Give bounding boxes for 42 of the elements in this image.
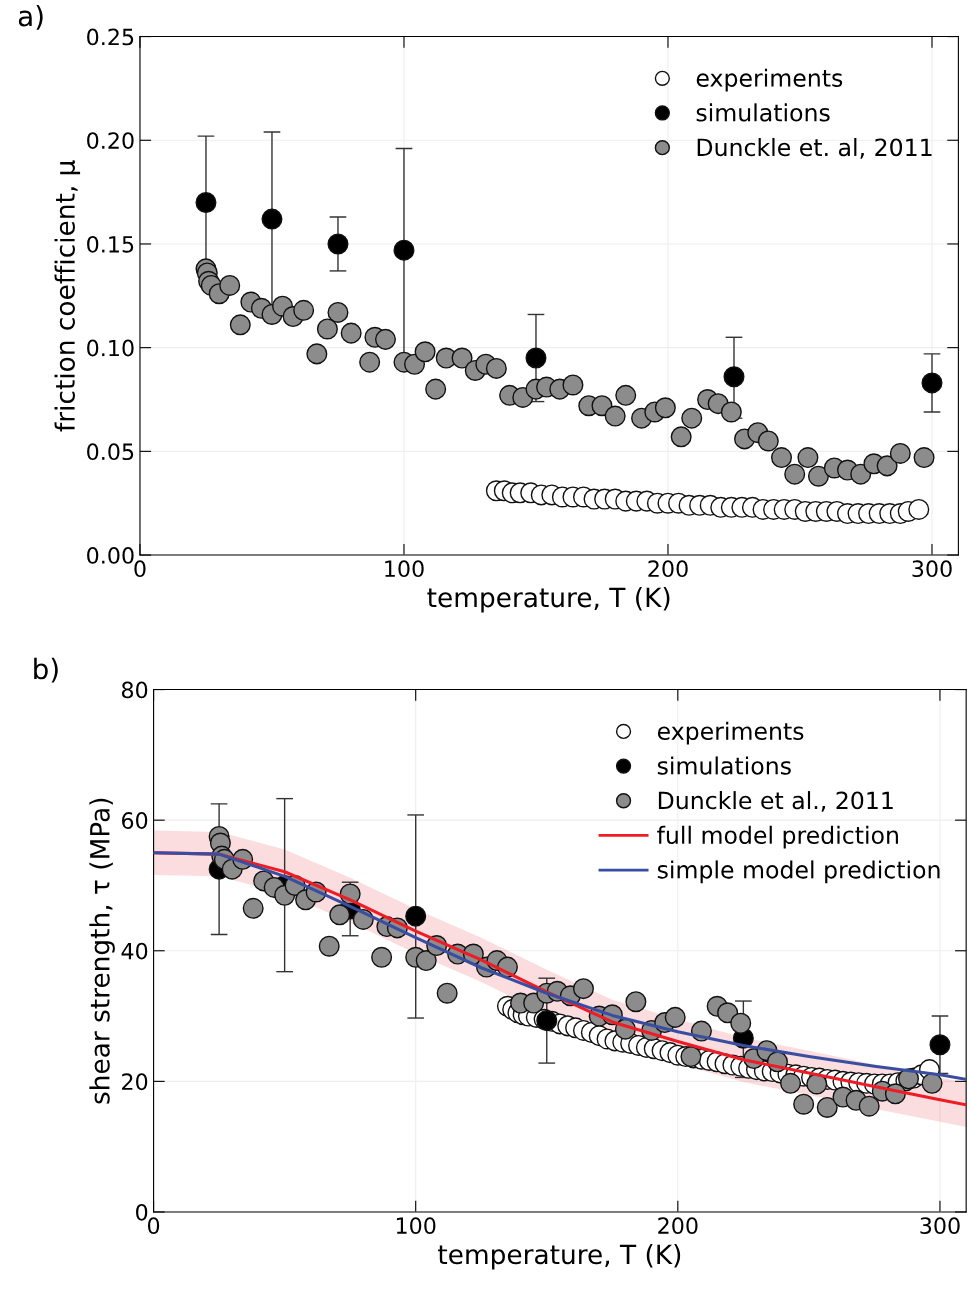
- legend-label: simple model prediction: [657, 860, 940, 884]
- text: a): [18, 5, 43, 30]
- point: [723, 366, 745, 388]
- x-tick-label: 300: [912, 560, 952, 578]
- legend-label: full model prediction: [657, 825, 898, 849]
- point: [405, 905, 427, 927]
- legend-label: Dunckle et al., 2011: [658, 791, 893, 812]
- y-axis-title: friction coefficient, μ: [54, 160, 81, 432]
- legend-label: experiments: [657, 721, 804, 745]
- x-axis-title: temperature, T (K): [427, 587, 670, 613]
- x-tick-label: 200: [648, 560, 688, 578]
- x-tick-label: 0: [147, 1217, 160, 1235]
- y-tick-label: 80: [121, 681, 148, 699]
- point: [921, 372, 943, 394]
- legend-label: Dunckle et. al, 2011: [697, 137, 932, 159]
- x-tick-label: 300: [920, 1217, 960, 1235]
- y-tick-label: 0.20: [87, 132, 134, 150]
- x-axis-title: temperature, T (K): [438, 1243, 681, 1270]
- text: b): [34, 657, 58, 683]
- y-tick-label: 0.25: [87, 28, 134, 46]
- y-tick-label: 0.10: [87, 339, 134, 357]
- legend-label: experiments: [696, 68, 843, 92]
- point: [393, 239, 415, 261]
- legend-label: simulations: [657, 756, 791, 775]
- point: [327, 233, 349, 255]
- y-tick-label: 0.00: [87, 547, 134, 564]
- point: [261, 208, 283, 230]
- point: [525, 347, 547, 369]
- x-tick-label: 200: [658, 1217, 698, 1235]
- y-axis-title: shear strength, τ (MPa): [89, 798, 115, 1104]
- point: [929, 1034, 951, 1056]
- legend-label: simulations: [696, 103, 830, 122]
- x-tick-label: 100: [385, 560, 424, 578]
- y-tick-label: 60: [121, 812, 148, 829]
- y-tick-label: 20: [122, 1073, 148, 1091]
- point: [908, 498, 930, 520]
- y-tick-label: 0.05: [87, 443, 134, 461]
- point: [195, 191, 217, 213]
- y-tick-label: 0: [136, 1203, 148, 1221]
- y-tick-label: 40: [121, 942, 148, 960]
- y-tick-label: 0.15: [87, 235, 134, 253]
- x-tick-label: 100: [396, 1217, 436, 1235]
